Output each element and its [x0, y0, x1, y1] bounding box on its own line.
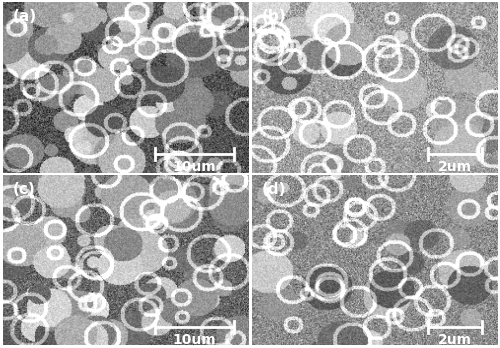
Text: (b): (b) — [262, 9, 286, 24]
Text: 2um: 2um — [438, 160, 472, 174]
Text: (c): (c) — [13, 182, 36, 197]
Text: (a): (a) — [13, 9, 37, 24]
Text: 2um: 2um — [438, 333, 472, 347]
Text: (d): (d) — [262, 182, 286, 197]
Text: 10um: 10um — [172, 333, 216, 347]
Text: 10um: 10um — [172, 160, 216, 174]
